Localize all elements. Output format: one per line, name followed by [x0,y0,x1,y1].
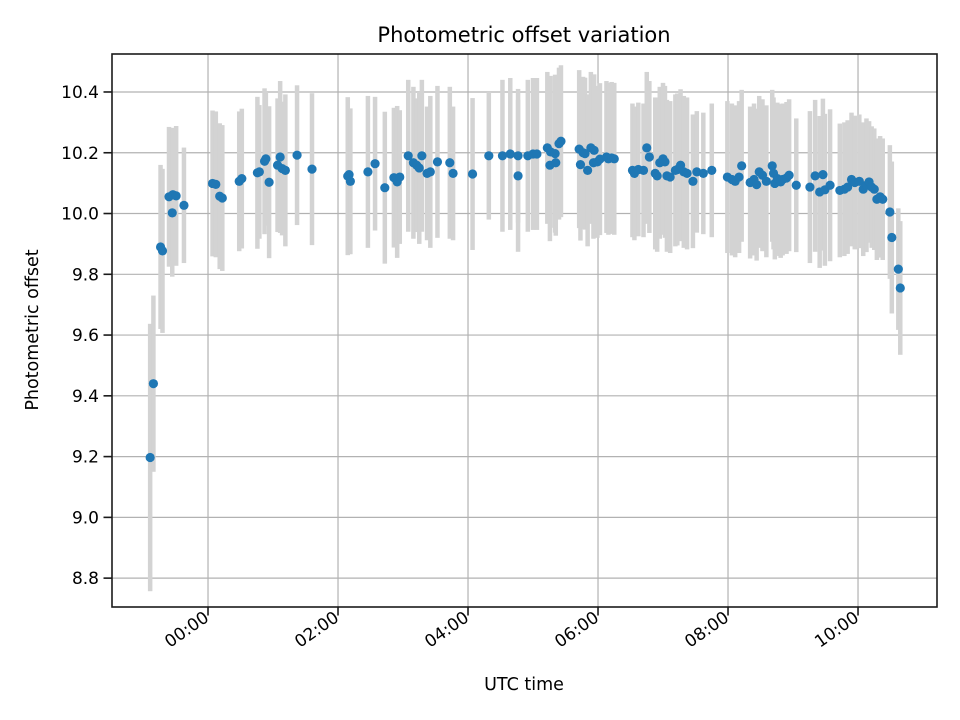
data-point [370,159,380,169]
data-point [642,143,652,153]
data-point [145,452,155,463]
y-tick-label: 9.4 [72,387,99,407]
data-point [171,191,181,201]
data-point [878,194,888,204]
chart-title: Photometric offset variation [377,23,670,47]
data-point [885,207,895,217]
x-axis-label: UTC time [484,675,564,695]
axes-spines-and-ticks [103,53,938,616]
x-tick-label: 08:00 [681,608,733,652]
error-bars [147,65,903,592]
data-point [505,149,515,159]
data-point [484,151,494,161]
y-tick-label: 10.0 [61,205,99,225]
x-tick-label: 06:00 [551,608,603,652]
x-tick-label: 10:00 [811,608,863,652]
y-tick-label: 9.2 [72,448,99,468]
data-point [264,177,274,187]
data-point [395,172,405,182]
data-point [445,158,455,168]
data-point [869,184,879,194]
y-tick-label: 9.6 [72,326,99,346]
data-point [895,283,905,293]
data-point [652,171,662,181]
plot-border [111,53,938,608]
data-point [784,170,794,180]
data-point [609,154,619,164]
data-point [532,149,542,159]
data-point [414,163,424,173]
y-axis-label: Photometric offset [23,249,43,410]
data-point [556,136,566,146]
data-point [403,151,413,161]
data-point [261,154,271,164]
data-point [843,182,853,192]
data-point [275,152,285,162]
data-point [737,161,747,171]
data-point [467,169,478,179]
data-point [887,232,897,243]
data-point [280,165,290,175]
data-point [707,165,717,175]
data-point [179,200,189,210]
data-point [810,171,820,181]
data-point [580,149,590,159]
y-tick-label: 10.2 [61,144,99,164]
data-point [698,168,708,179]
data-point [157,246,168,256]
data-point [237,173,247,184]
data-point [688,176,698,186]
data-point [513,151,523,161]
data-point [363,167,373,177]
data-point [167,208,177,218]
data-point [307,164,317,174]
data-point [513,171,523,181]
data-point [148,379,159,389]
y-tick-label: 8.8 [72,569,99,589]
data-point [825,180,835,190]
data-point [425,167,435,177]
data-point [818,170,828,180]
data-point [767,161,777,171]
data-point [752,180,762,190]
data-points [145,136,905,463]
x-tick-label: 04:00 [421,608,473,652]
data-point [217,193,227,203]
data-point [734,172,744,182]
data-point [551,158,561,168]
data-point [682,168,692,179]
y-tick-label: 9.8 [72,265,99,285]
data-point [345,176,355,186]
y-tick-label: 10.4 [61,83,99,103]
data-point [575,160,586,170]
data-point [791,180,801,190]
data-point [665,172,675,182]
data-point [380,183,390,193]
data-point [550,149,560,159]
data-point [583,165,593,175]
data-point [448,168,458,179]
y-tick-label: 9.0 [72,508,99,528]
data-point [660,157,670,167]
data-point [254,167,264,177]
data-point [805,182,815,192]
data-point [432,157,443,167]
data-point [638,165,649,175]
data-point [589,145,599,155]
data-point [417,151,427,161]
x-tick-label: 02:00 [291,608,343,652]
data-point [644,152,654,162]
data-point [761,176,771,186]
data-point [211,179,221,189]
x-tick-label: 00:00 [161,608,213,652]
data-point [893,264,903,274]
data-point [854,176,864,186]
data-point [292,150,302,160]
data-point [497,151,508,161]
